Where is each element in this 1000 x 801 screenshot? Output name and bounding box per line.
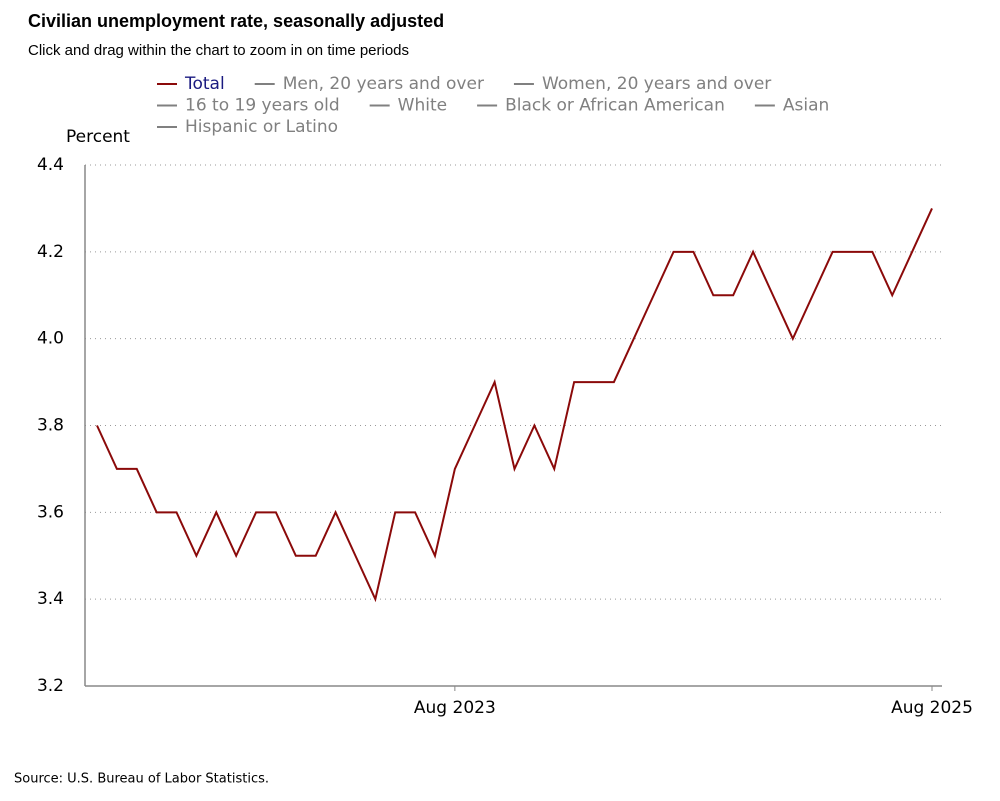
chart-title: Civilian unemployment rate, seasonally a…	[28, 11, 444, 31]
legend-label[interactable]: Women, 20 years and over	[542, 74, 771, 94]
y-tick-label: 4.2	[37, 242, 64, 262]
legend-label[interactable]: Black or African American	[505, 96, 725, 116]
y-tick-label: 4.4	[37, 155, 64, 175]
series-line	[96, 208, 933, 603]
y-tick-label: 3.4	[37, 589, 64, 609]
legend-label[interactable]: 16 to 19 years old	[185, 96, 340, 116]
legend-label[interactable]: Hispanic or Latino	[185, 117, 338, 137]
chart-subtitle: Click and drag within the chart to zoom …	[28, 42, 409, 59]
y-tick-label: 4.0	[37, 329, 64, 349]
legend-label[interactable]: Total	[184, 74, 225, 94]
x-tick-label: Aug 2023	[414, 698, 496, 718]
legend-label[interactable]: Asian	[783, 96, 829, 116]
y-tick-label: 3.2	[37, 676, 64, 696]
source-note: Source: U.S. Bureau of Labor Statistics.	[14, 772, 269, 787]
x-tick-label: Aug 2025	[891, 698, 973, 718]
legend-label[interactable]: Men, 20 years and over	[283, 74, 484, 94]
y-axis-label: Percent	[66, 127, 130, 147]
legend-label[interactable]: White	[398, 96, 447, 116]
y-tick-label: 3.8	[37, 416, 64, 436]
y-tick-label: 3.6	[37, 502, 64, 522]
